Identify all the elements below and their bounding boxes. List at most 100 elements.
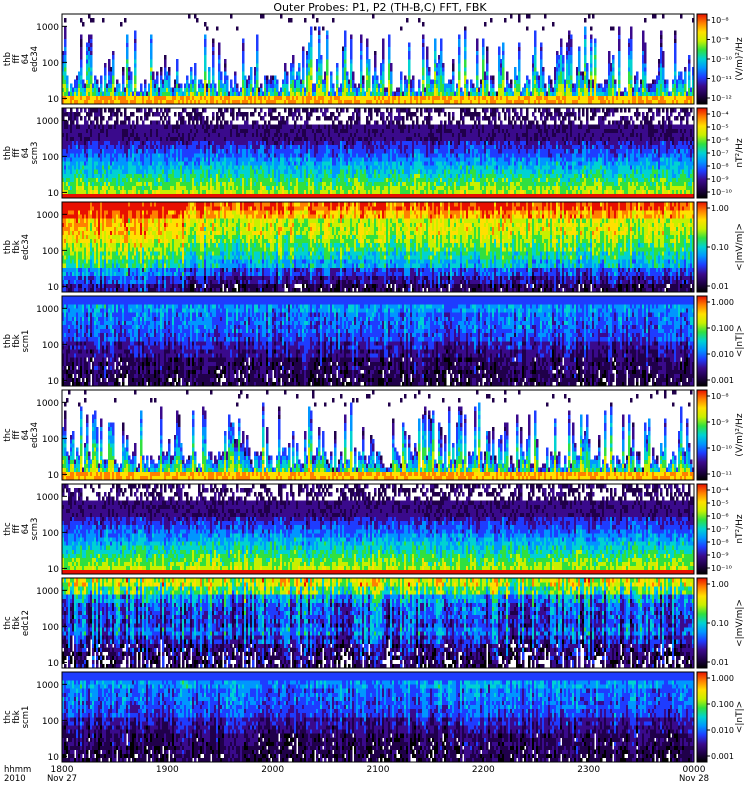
spectrogram-cell	[256, 47, 258, 51]
spectrogram-cell	[126, 51, 128, 55]
spectrogram-cell	[134, 55, 136, 59]
spectrogram-cell	[150, 96, 152, 100]
spectrogram-cell	[64, 43, 66, 47]
spectrogram-cell	[86, 67, 88, 71]
spectrogram-cell	[532, 92, 534, 96]
spectrogram-cell	[512, 92, 514, 96]
spectrogram-cell	[482, 92, 484, 96]
spectrogram-cell	[274, 79, 276, 83]
spectrogram-cell	[150, 51, 152, 55]
spectrogram-cell	[88, 63, 90, 67]
spectrogram-cell	[150, 59, 152, 63]
spectrogram-cell	[448, 79, 450, 83]
spectrogram-cell	[426, 47, 428, 51]
spectrogram-cell	[160, 71, 162, 75]
spectrogram-cell	[344, 47, 346, 51]
spectrogram-cell	[230, 14, 232, 18]
spectrogram-cell	[418, 96, 420, 100]
spectrogram-cell	[320, 71, 322, 75]
spectrogram-cell	[230, 84, 232, 88]
spectrogram-cell	[430, 84, 432, 88]
spectrogram-cell	[198, 79, 200, 83]
spectrogram-cell	[358, 92, 360, 96]
spectrogram-cell	[302, 88, 304, 92]
spectrogram-cell	[528, 79, 530, 83]
spectrogram-cell	[350, 51, 352, 55]
spectrogram-cell	[326, 75, 328, 79]
spectrogram-cell	[484, 79, 486, 83]
spectrogram-cell	[498, 67, 500, 71]
spectrogram-cell	[362, 84, 364, 88]
spectrogram-cell	[408, 59, 410, 63]
spectrogram-cell	[80, 55, 82, 59]
spectrogram-cell	[278, 96, 280, 100]
spectrogram-cell	[294, 96, 296, 100]
spectrogram-cell	[214, 84, 216, 88]
spectrogram-cell	[510, 84, 512, 88]
spectrogram-cell	[224, 96, 226, 100]
spectrogram-cell	[296, 84, 298, 88]
spectrogram-cell	[410, 88, 412, 92]
spectrogram-cell	[268, 88, 270, 92]
spectrogram-cell	[254, 67, 256, 71]
spectrogram-cell	[362, 96, 364, 100]
spectrogram-cell	[362, 79, 364, 83]
spectrogram-cell	[432, 92, 434, 96]
spectrogram-cell	[302, 71, 304, 75]
spectrogram-cell	[120, 92, 122, 96]
spectrogram-cell	[204, 75, 206, 79]
spectrogram-cell	[114, 96, 116, 100]
spectrogram-cell	[152, 71, 154, 75]
spectrogram-cell	[80, 71, 82, 75]
spectrogram-cell	[218, 59, 220, 63]
spectrogram-cell	[218, 88, 220, 92]
spectrogram-cell	[466, 84, 468, 88]
spectrogram-cell	[364, 96, 366, 100]
spectrogram-cell	[360, 96, 362, 100]
spectrogram-cell	[284, 88, 286, 92]
spectrogram-cell	[132, 92, 134, 96]
spectrogram-cell	[486, 92, 488, 96]
spectrogram-cell	[502, 79, 504, 83]
spectrogram-cell	[350, 59, 352, 63]
spectrogram-cell	[464, 47, 466, 51]
spectrogram-cell	[64, 71, 66, 75]
spectrogram-cell	[252, 96, 254, 100]
spectrogram-cell	[500, 84, 502, 88]
spectrogram-cell	[426, 88, 428, 92]
spectrogram-cell	[436, 96, 438, 100]
spectrogram-cell	[128, 79, 130, 83]
spectrogram-cell	[294, 92, 296, 96]
spectrogram-cell	[180, 96, 182, 100]
spectrogram-cell	[276, 84, 278, 88]
spectrogram-cell	[436, 84, 438, 88]
spectrogram-cell	[360, 79, 362, 83]
spectrogram-cell	[504, 96, 506, 100]
spectrogram-cell	[418, 84, 420, 88]
spectrogram-cell	[438, 71, 440, 75]
spectrogram-cell	[220, 88, 222, 92]
spectrogram-cell	[532, 67, 534, 71]
spectrogram-cell	[152, 92, 154, 96]
spectrogram-cell	[80, 47, 82, 51]
spectrogram-cell	[126, 55, 128, 59]
spectrogram-cell	[236, 84, 238, 88]
spectrogram-cell	[482, 75, 484, 79]
spectrogram-cell	[166, 79, 168, 83]
spectrogram-cell	[250, 92, 252, 96]
spectrogram-cell	[410, 96, 412, 100]
spectrogram-cell	[96, 96, 98, 100]
spectrogram-cell	[154, 79, 156, 83]
spectrogram-cell	[412, 75, 414, 79]
spectrogram-cell	[336, 75, 338, 79]
spectrogram-cell	[474, 96, 476, 100]
spectrogram-cell	[192, 88, 194, 92]
spectrogram-cell	[458, 47, 460, 51]
spectrogram-cell	[108, 79, 110, 83]
spectrogram-cell	[532, 79, 534, 83]
spectrogram-cell	[382, 63, 384, 67]
spectrogram-cell	[408, 88, 410, 92]
spectrogram-cell	[308, 47, 310, 51]
spectrogram-cell	[86, 96, 88, 100]
spectrogram-cell	[138, 92, 140, 96]
